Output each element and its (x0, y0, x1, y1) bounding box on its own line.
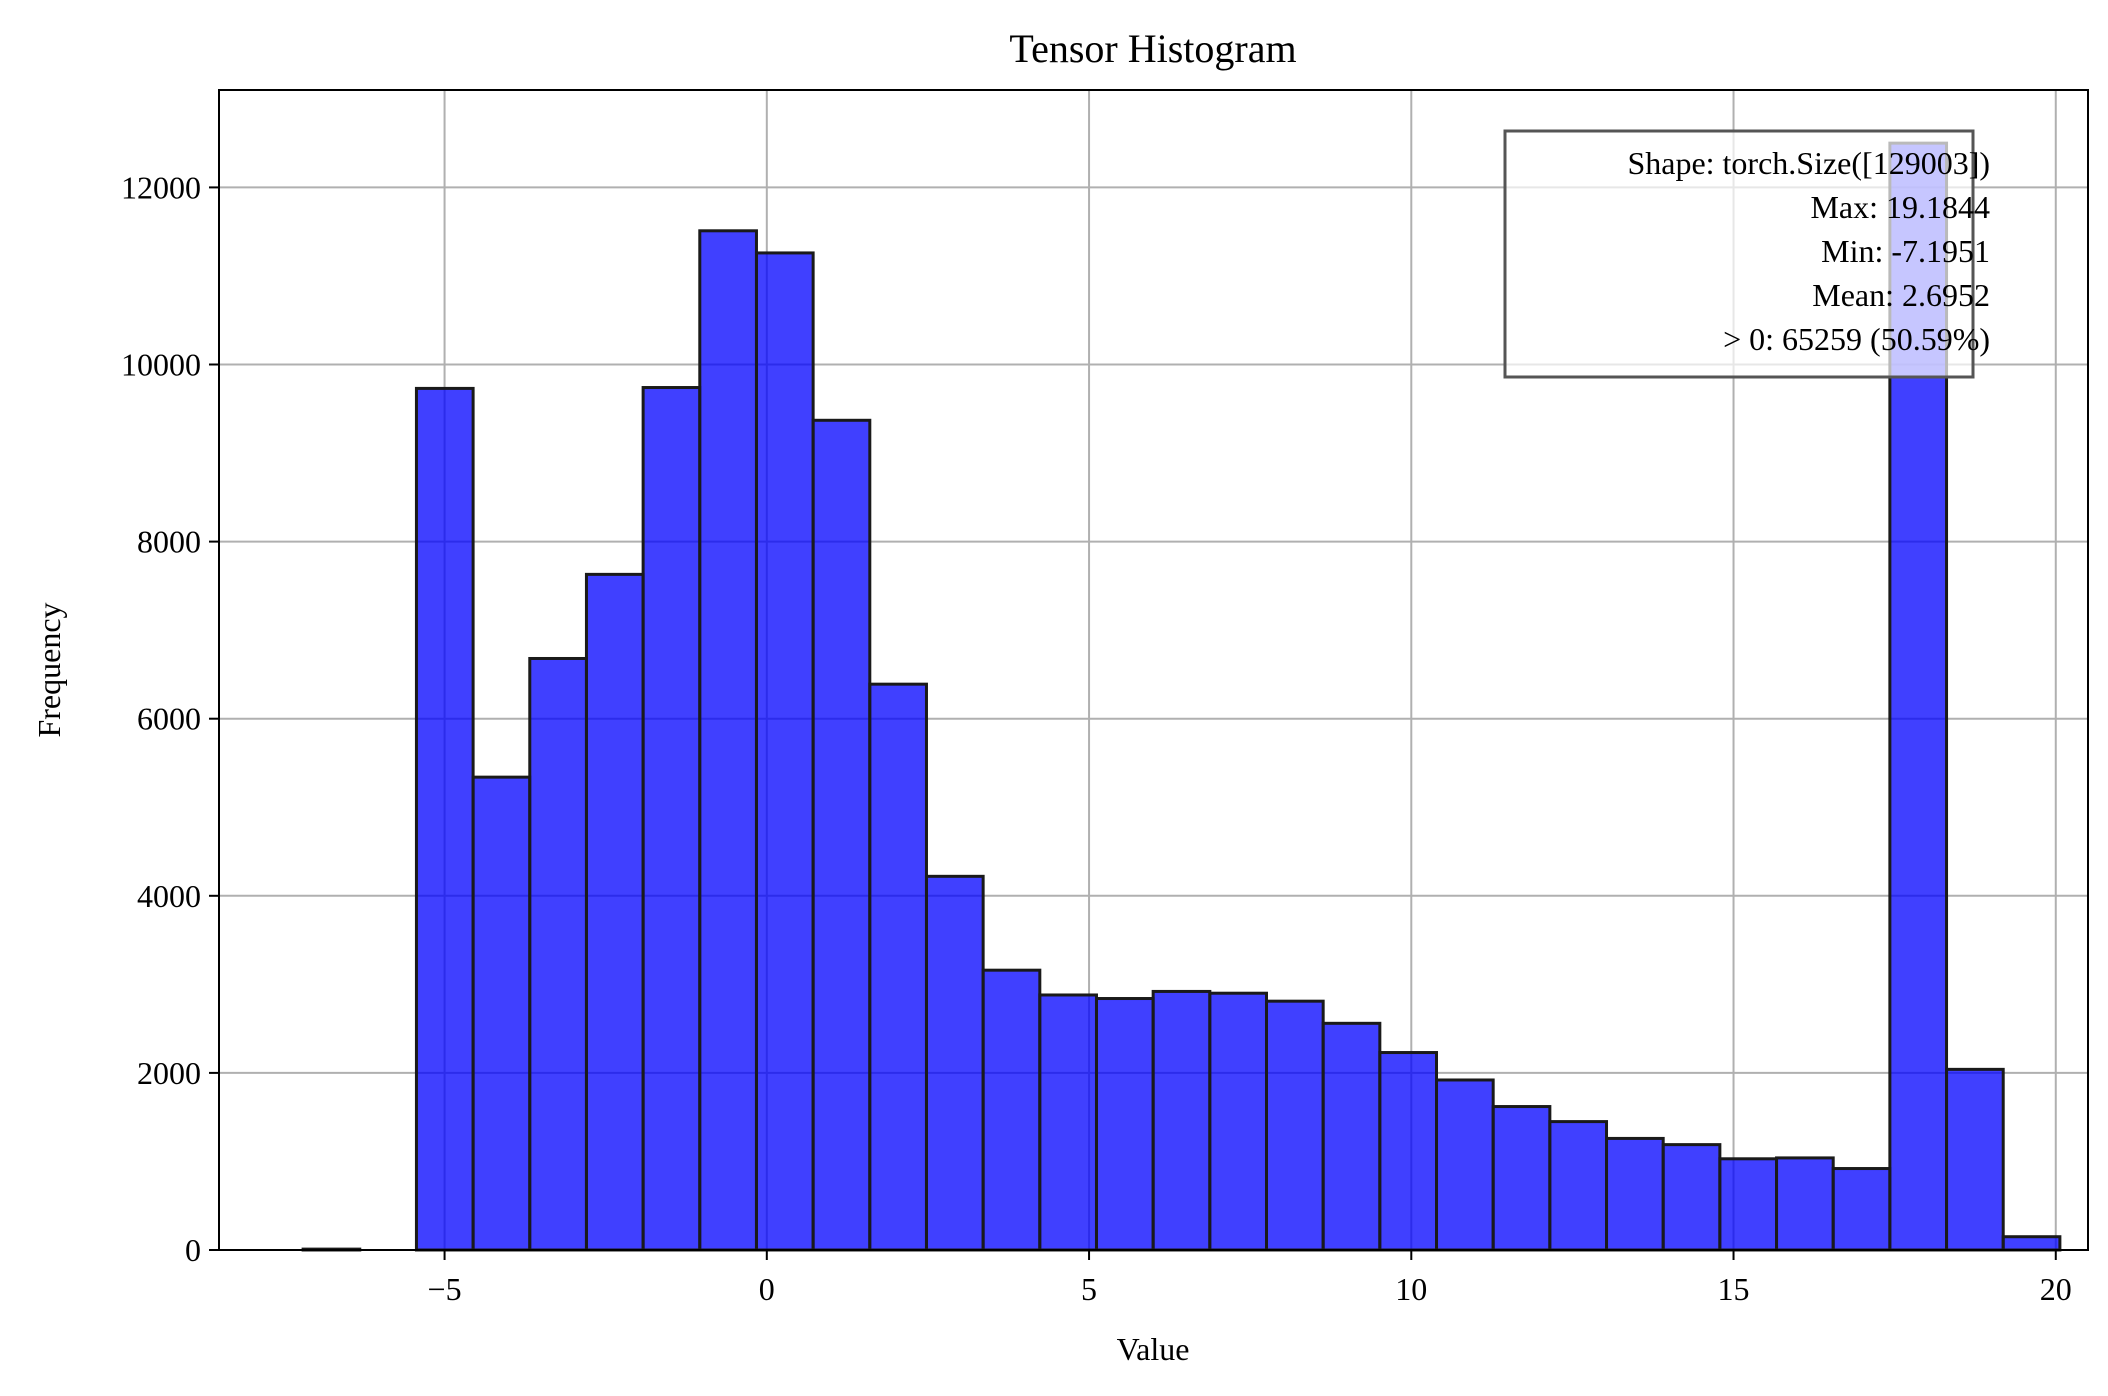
histogram-bar-29 (1945, 1067, 2005, 1252)
stats-positive-text: > 0: 65259 (50.59%) (1723, 321, 1990, 357)
y-axis-label: Frequency (31, 602, 67, 737)
histogram-bar-14 (1094, 997, 1155, 1252)
histogram-bar-16 (1208, 991, 1268, 1252)
histogram-bar-4 (528, 656, 588, 1252)
y-tick-label-5: 10000 (121, 347, 201, 383)
x-tick-label-4: 15 (1718, 1271, 1750, 1307)
y-tick-label-2: 4000 (137, 878, 201, 914)
histogram-bar-20 (1435, 1078, 1495, 1252)
y-tick-label-0: 0 (185, 1232, 201, 1268)
histogram-bar-3 (471, 775, 532, 1252)
x-axis-ticks: −5 0 5 10 15 20 (428, 1250, 2072, 1307)
stats-mean-text: Mean: 2.6952 (1812, 277, 1990, 313)
x-tick-label-0: −5 (428, 1271, 462, 1307)
histogram-bar-27 (1831, 1167, 1892, 1252)
histogram-bar-2 (414, 386, 475, 1252)
x-tick-label-3: 10 (1395, 1271, 1427, 1307)
histogram-bar-24 (1661, 1143, 1722, 1252)
x-axis-label: Value (1117, 1331, 1190, 1367)
y-tick-label-3: 6000 (137, 701, 201, 737)
histogram-bar-6 (641, 386, 702, 1252)
histogram-bar-15 (1151, 989, 1212, 1252)
x-tick-label-2: 5 (1081, 1271, 1097, 1307)
histogram-bar-19 (1378, 1051, 1439, 1252)
stats-shape-text: Shape: torch.Size([129003]) (1627, 145, 1990, 181)
histogram-bar-21 (1491, 1105, 1552, 1252)
y-tick-label-1: 2000 (137, 1055, 201, 1091)
histogram-bar-17 (1264, 999, 1325, 1252)
y-tick-label-4: 8000 (137, 524, 201, 560)
histogram-bar-26 (1775, 1156, 1835, 1252)
histogram-bar-13 (1038, 993, 1098, 1252)
histogram-bar-10 (868, 682, 928, 1252)
chart-title: Tensor Histogram (1009, 26, 1296, 71)
y-axis-ticks: 0 2000 4000 6000 8000 10000 12000 (121, 169, 219, 1268)
histogram-bar-7 (698, 229, 758, 1252)
histogram-bar-5 (584, 572, 645, 1252)
x-tick-label-5: 20 (2040, 1271, 2072, 1307)
stats-max-text: Max: 19.1844 (1810, 189, 1990, 225)
stats-box-frame (1503, 129, 1975, 379)
y-tick-label-6: 12000 (121, 169, 201, 205)
stats-min-text: Min: -7.1951 (1821, 233, 1990, 269)
histogram-bar-11 (924, 874, 985, 1252)
plot-frame (218, 89, 2089, 1251)
x-tick-label-1: 0 (759, 1271, 775, 1307)
histogram-bar-18 (1321, 1021, 1382, 1252)
histogram-bar-8 (754, 251, 815, 1252)
histogram-bar-9 (811, 418, 872, 1252)
stats-box: Shape: torch.Size([129003]) Max: 19.1844… (1503, 129, 1990, 379)
histogram-bar-12 (981, 968, 1042, 1252)
histogram-bar-23 (1605, 1136, 1665, 1252)
histogram-bar-22 (1548, 1120, 1609, 1252)
histogram-bar-30 (2001, 1235, 2062, 1252)
histogram-bar-25 (1718, 1157, 1779, 1252)
